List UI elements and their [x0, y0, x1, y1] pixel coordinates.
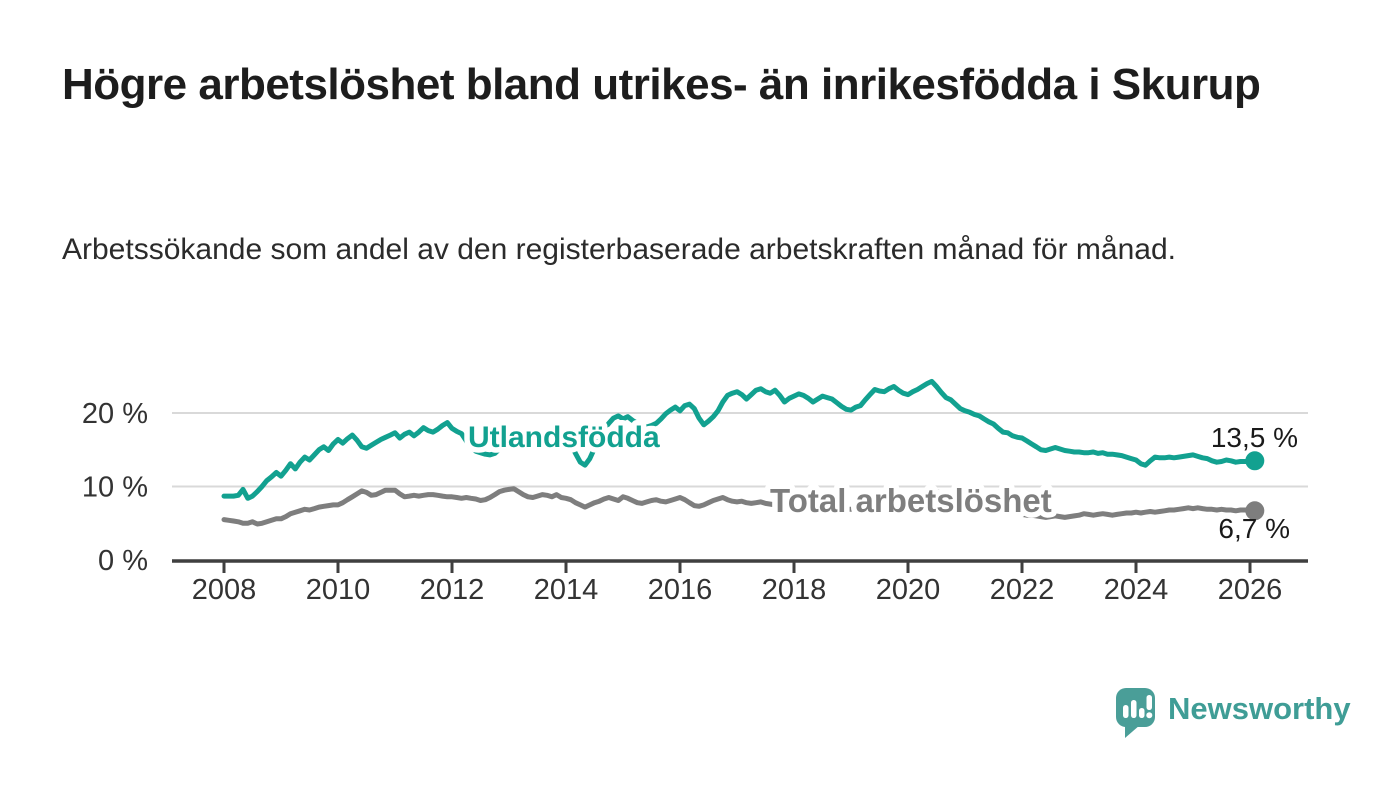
- end-dot-utlandsfodda: [1245, 451, 1265, 471]
- x-tick-label-2026: 2026: [1218, 574, 1283, 606]
- x-tick-label-2022: 2022: [990, 574, 1055, 606]
- newsworthy-logo: Newsworthy: [1116, 688, 1351, 738]
- series-label-utlandsfodda-halo: Utlandsfödda: [468, 421, 660, 454]
- series-label-utlandsfodda: Utlandsfödda: [468, 421, 660, 454]
- x-tick-label-2010: 2010: [306, 574, 371, 606]
- series-path-total: [221, 486, 1258, 527]
- x-tick-label-2018: 2018: [762, 574, 827, 606]
- series-end-dots: [1245, 451, 1265, 521]
- x-tick-label-2016: 2016: [648, 574, 713, 606]
- page-subtitle: Arbetssökande som andel av den registerb…: [62, 233, 1176, 266]
- end-value-label-utlandsfodda: 13,5 %: [1211, 422, 1298, 453]
- series-path-utlandsfodda: [221, 378, 1258, 501]
- axes: 0 % 10 % 20 % 2008 2010 2012 2014 2016 2018 2020 2…: [82, 398, 1308, 606]
- x-tick-label-2014: 2014: [534, 574, 599, 606]
- y-tick-label-10: 10 %: [82, 472, 148, 504]
- x-tick-label-2024: 2024: [1104, 574, 1169, 606]
- gridlines: [172, 412, 1308, 488]
- y-tick-label-0: 0 %: [98, 545, 148, 577]
- series-label-total-halo: Total arbetslöshet: [770, 482, 1052, 519]
- end-dot-total: [1245, 501, 1265, 521]
- x-tick-label-2020: 2020: [876, 574, 941, 606]
- x-tick-label-2008: 2008: [192, 574, 257, 606]
- end-value-label-total: 6,7 %: [1218, 513, 1290, 544]
- y-tick-label-20: 20 %: [82, 398, 148, 430]
- series-paths: [221, 378, 1258, 527]
- series-label-total: Total arbetslöshet: [770, 482, 1052, 519]
- bar-chart-speech-bubble-icon: [1116, 688, 1155, 738]
- x-tick-label-2012: 2012: [420, 574, 485, 606]
- newsworthy-wordmark: Newsworthy: [1168, 691, 1351, 726]
- page-title: Högre arbetslöshet bland utrikes- än inr…: [62, 60, 1261, 109]
